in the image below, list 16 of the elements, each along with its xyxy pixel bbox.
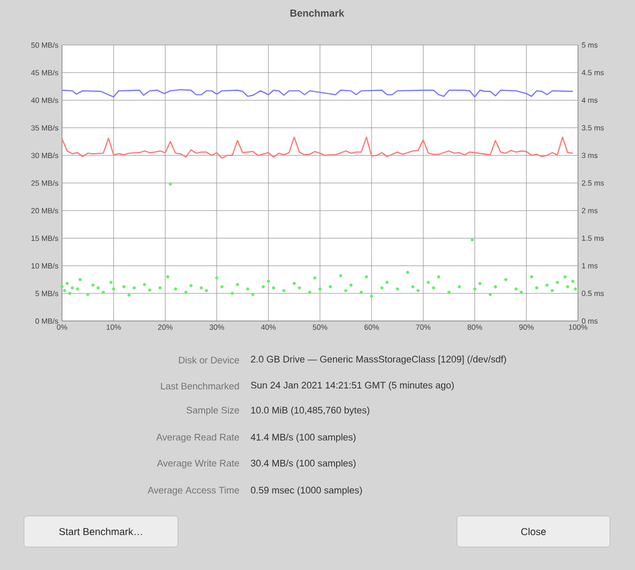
text: Sun 24 Jan 2021 14:21:51 GMT (5 minutes ago) [250, 382, 454, 390]
text: Disk or Device [179, 356, 240, 364]
chart-title: Benchmark [290, 9, 344, 17]
text: Last Benchmarked [161, 382, 239, 390]
line-series [62, 89, 574, 98]
text: Sample Size [186, 406, 240, 416]
text: Average Access Time [148, 486, 240, 496]
text: 30.4 MB/s (100 samples) [250, 460, 356, 468]
text: 10.0 MiB (10,485,760 bytes) [251, 406, 370, 416]
text: Close [521, 528, 546, 536]
text: 2.0 GB Drive — Generic MassStorageClass [1209] (/dev/sdf) [251, 356, 506, 364]
text: 41.4 MB/s (100 samples) [250, 434, 356, 442]
text: Start Benchmark… [59, 528, 142, 536]
text: 0.59 msec (1000 samples) [250, 486, 362, 496]
text: Average Read Rate [156, 434, 240, 442]
text: Average Write Rate [156, 460, 240, 468]
